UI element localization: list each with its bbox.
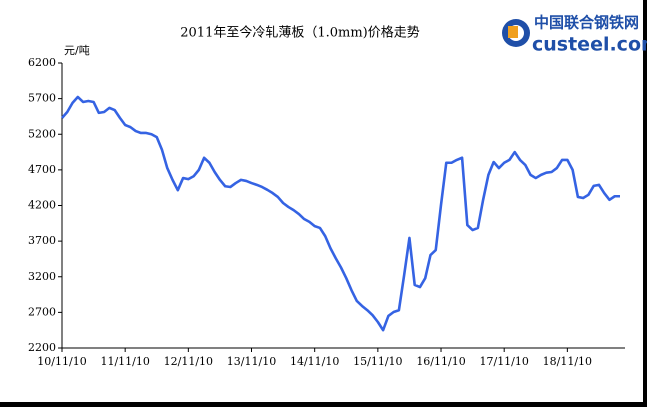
bottom-border xyxy=(0,402,647,407)
y-tick-label: 2200 xyxy=(28,341,56,354)
x-tick-label: 10/11/10 xyxy=(37,355,86,368)
x-tick-label: 14/11/10 xyxy=(290,355,339,368)
y-axis-label: 元/吨 xyxy=(64,44,90,57)
logo: 中国联合钢铁网 custeel.com xyxy=(502,14,647,56)
x-tick-label: 16/11/10 xyxy=(416,355,465,368)
y-tick-label: 3200 xyxy=(28,270,56,283)
y-tick-label: 4700 xyxy=(28,163,56,176)
logo-site: custeel.com xyxy=(532,34,647,56)
y-tick-label: 2700 xyxy=(28,305,56,318)
y-tick-label: 4200 xyxy=(28,199,56,212)
chart-title: 2011年至今冷轧薄板（1.0mm)价格走势 xyxy=(180,25,420,41)
x-tick-label: 17/11/10 xyxy=(479,355,528,368)
x-tick-label: 18/11/10 xyxy=(543,355,592,368)
x-tick-label: 12/11/10 xyxy=(164,355,213,368)
price-line xyxy=(61,95,620,332)
y-tick-label: 3700 xyxy=(28,234,56,247)
y-tick-label: 5700 xyxy=(28,92,56,105)
right-border xyxy=(643,0,647,407)
x-tick-label: 13/11/10 xyxy=(227,355,276,368)
logo-mark xyxy=(508,26,518,38)
y-tick-label: 5200 xyxy=(28,127,56,140)
logo-name: 中国联合钢铁网 xyxy=(534,14,639,32)
x-tick-label: 15/11/10 xyxy=(353,355,402,368)
y-tick-label: 6200 xyxy=(28,56,56,69)
x-tick-label: 11/11/10 xyxy=(100,355,149,368)
